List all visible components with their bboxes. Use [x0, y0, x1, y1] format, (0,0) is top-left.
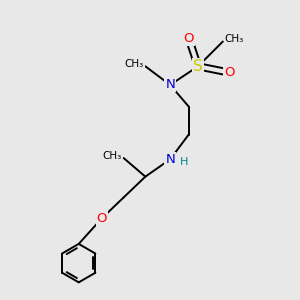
- Text: CH₃: CH₃: [124, 59, 144, 69]
- Text: O: O: [224, 66, 234, 79]
- Text: H: H: [179, 157, 188, 167]
- Text: O: O: [184, 32, 194, 45]
- Text: O: O: [97, 212, 107, 225]
- Text: S: S: [193, 59, 203, 74]
- Text: CH₃: CH₃: [224, 34, 244, 44]
- Text: N: N: [165, 78, 175, 92]
- Text: N: N: [165, 153, 175, 166]
- Text: CH₃: CH₃: [103, 151, 122, 160]
